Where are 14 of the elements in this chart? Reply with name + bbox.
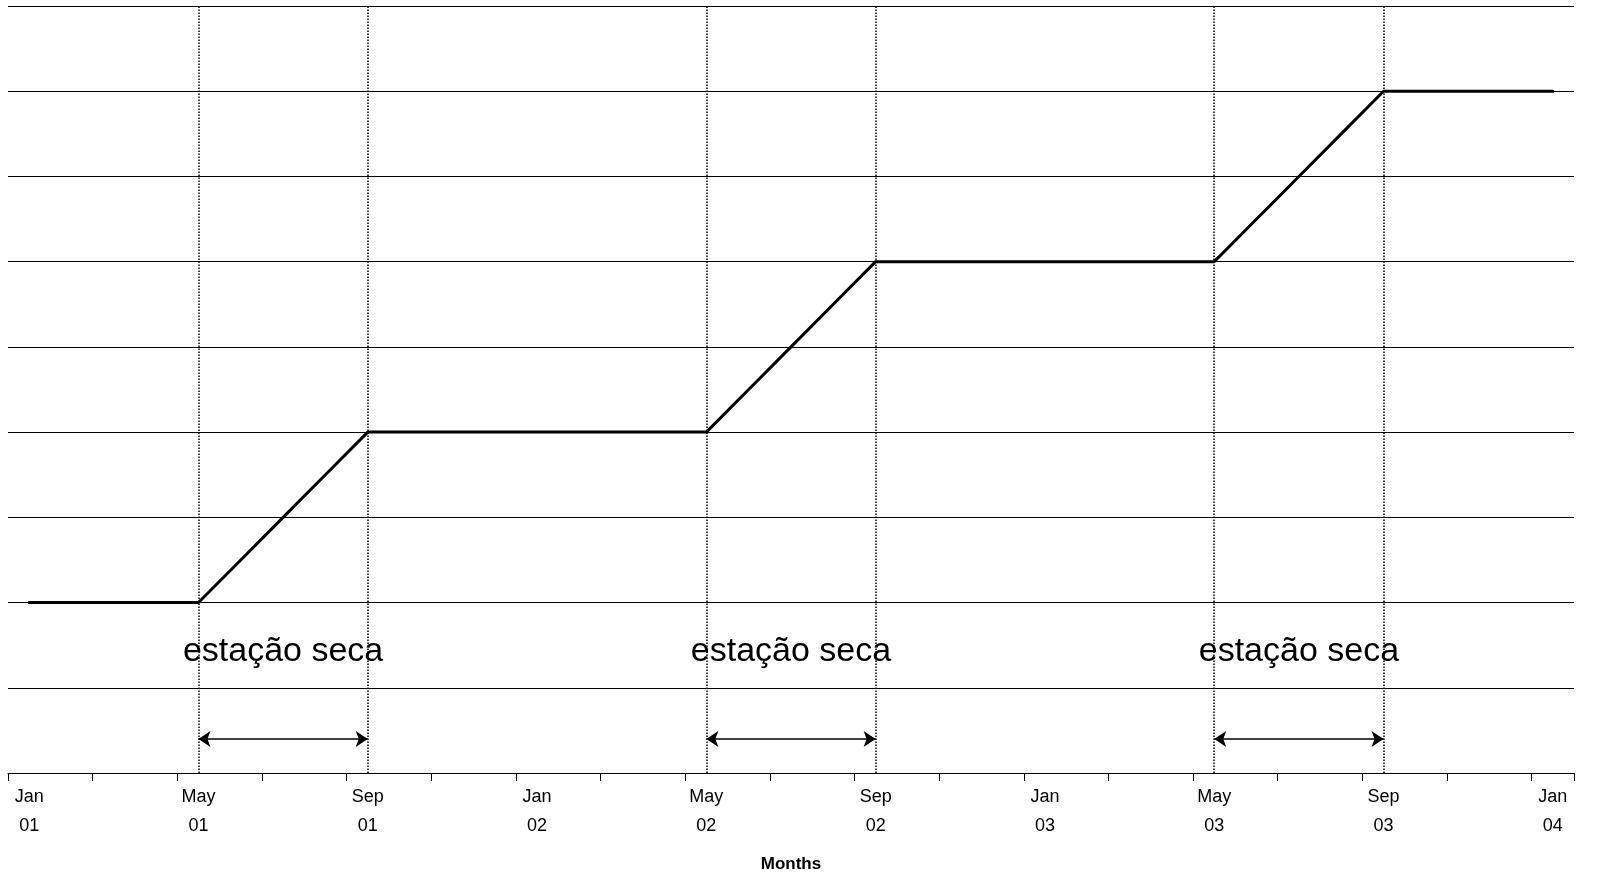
annotation: estação seca (690, 630, 892, 669)
x-tick-label: Sep 01 (351, 785, 384, 835)
x-tick-label: Jan 01 (14, 785, 44, 835)
x-tick-label: May 01 (181, 785, 216, 835)
x-tick-label: Jan 02 (522, 785, 552, 835)
x-tick-label: Jan 04 (1538, 785, 1568, 835)
annotation: estação seca (1198, 630, 1400, 669)
x-tick-label: May 02 (689, 785, 724, 835)
x-tick-label: May 03 (1197, 785, 1232, 835)
x-axis-title: Months (760, 854, 822, 873)
x-tick-label: Sep 02 (859, 785, 892, 835)
x-tick-label: Sep 03 (1367, 785, 1400, 835)
annotation: estação seca (182, 630, 384, 669)
x-tick-label: Jan 03 (1030, 785, 1060, 835)
